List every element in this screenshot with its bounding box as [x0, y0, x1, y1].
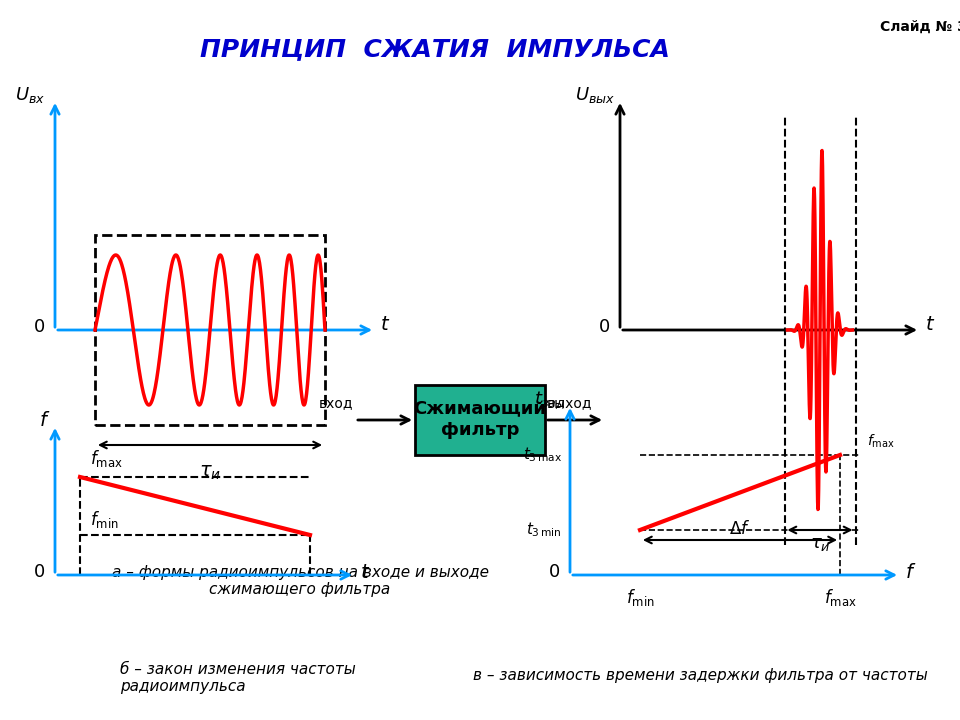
Text: $0$: $0$: [598, 318, 610, 336]
Text: $\Delta f$: $\Delta f$: [730, 520, 751, 538]
Text: $t_{3\,\rm min}$: $t_{3\,\rm min}$: [526, 521, 562, 539]
Text: выход: выход: [547, 396, 592, 410]
Text: $U_{вх}$: $U_{вх}$: [14, 85, 45, 105]
Text: б – закон изменения частоты
радиоимпульса: б – закон изменения частоты радиоимпульс…: [120, 662, 356, 694]
Text: $0$: $0$: [33, 318, 45, 336]
Text: $f_{\rm max}$: $f_{\rm max}$: [824, 587, 856, 608]
Text: $f$: $f$: [905, 562, 917, 582]
Text: $f_{\rm min}$: $f_{\rm min}$: [90, 509, 119, 530]
Text: $f_{\rm max}$: $f_{\rm max}$: [867, 433, 895, 450]
Text: Слайд № 39: Слайд № 39: [880, 20, 960, 34]
Text: вход: вход: [319, 396, 353, 410]
Text: в – зависимость времени задержки фильтра от частоты: в – зависимость времени задержки фильтра…: [472, 668, 927, 683]
Text: а – формы радиоимпульсов на входе и выходе
сжимающего фильтра: а – формы радиоимпульсов на входе и выхо…: [111, 565, 489, 598]
Text: $t$: $t$: [360, 562, 371, 582]
Text: $\tau_{и}$: $\tau_{и}$: [809, 535, 830, 553]
Text: $U_{вых}$: $U_{вых}$: [575, 85, 615, 105]
Text: $t_{зад}$: $t_{зад}$: [534, 389, 565, 411]
Text: $0$: $0$: [548, 563, 560, 581]
Text: $\tau_{и}$: $\tau_{и}$: [199, 463, 221, 482]
Text: $f$: $f$: [38, 410, 50, 430]
FancyBboxPatch shape: [415, 385, 545, 455]
Text: ПРИНЦИП  СЖАТИЯ  ИМПУЛЬСА: ПРИНЦИП СЖАТИЯ ИМПУЛЬСА: [200, 37, 670, 61]
Text: $t$: $t$: [925, 315, 935, 335]
Text: $f_{\rm max}$: $f_{\rm max}$: [90, 448, 123, 469]
Text: $t_{3\,\rm max}$: $t_{3\,\rm max}$: [522, 446, 562, 464]
Text: $f_{\rm min}$: $f_{\rm min}$: [626, 587, 655, 608]
Text: $t$: $t$: [380, 315, 391, 335]
Text: $0$: $0$: [33, 563, 45, 581]
Bar: [95, 235, 325, 425]
Text: Сжимающий
фильтр: Сжимающий фильтр: [414, 400, 546, 439]
